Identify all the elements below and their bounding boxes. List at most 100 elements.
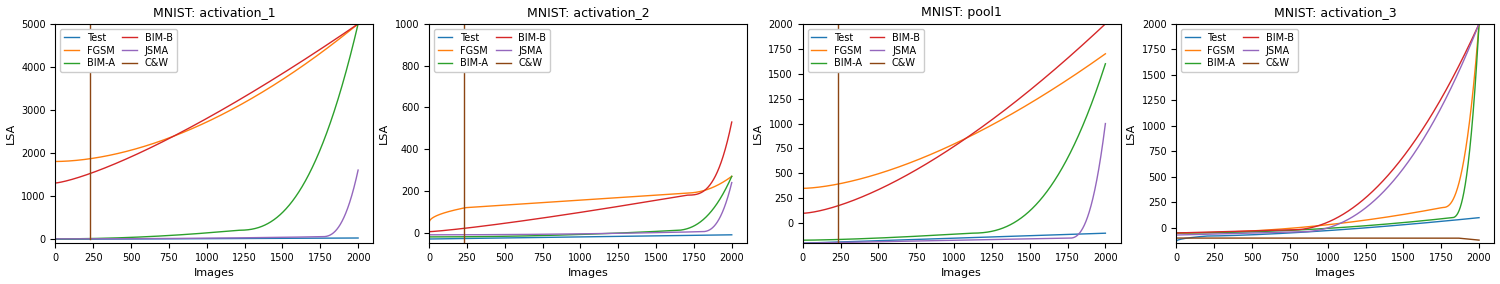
BIM-B <box>1314 222 1332 225</box>
BIM-A <box>940 233 958 236</box>
C&W <box>1184 236 1202 240</box>
Test <box>194 237 211 240</box>
X-axis label: Images: Images <box>942 268 982 278</box>
FGSM <box>1314 224 1332 227</box>
Test <box>435 237 453 241</box>
Line: BIM-B: BIM-B <box>429 122 732 232</box>
Line: JSMA: JSMA <box>1176 24 1479 235</box>
FGSM <box>658 193 676 196</box>
FGSM <box>340 29 358 33</box>
BIM-A <box>46 237 64 241</box>
JSMA <box>186 237 204 240</box>
Test <box>567 235 585 239</box>
BIM-B <box>1184 231 1202 234</box>
Test <box>940 237 958 240</box>
Test <box>46 238 64 241</box>
FGSM <box>62 159 80 162</box>
Line: Test: Test <box>1176 218 1479 241</box>
Test <box>1088 232 1106 235</box>
JSMA <box>1032 237 1050 241</box>
Test <box>350 236 368 240</box>
FGSM <box>714 181 732 184</box>
Legend: Test, FGSM, BIM-A, BIM-B, JSMA, C&W: Test, FGSM, BIM-A, BIM-B, JSMA, C&W <box>807 29 924 72</box>
X-axis label: Images: Images <box>567 268 609 278</box>
BIM-A <box>1470 22 1488 26</box>
JSMA <box>1306 229 1324 232</box>
JSMA <box>1461 44 1479 47</box>
BIM-A <box>1184 231 1202 235</box>
Test <box>560 235 578 239</box>
BIM-A <box>560 233 578 237</box>
X-axis label: Images: Images <box>194 268 234 278</box>
FGSM <box>1306 224 1324 228</box>
BIM-B <box>285 65 303 68</box>
Title: MNIST: activation_2: MNIST: activation_2 <box>526 6 650 18</box>
BIM-B <box>350 22 368 26</box>
JSMA <box>1096 122 1114 125</box>
FGSM <box>723 175 741 178</box>
Test <box>1032 234 1050 237</box>
Line: C&W: C&W <box>1176 238 1479 240</box>
Line: JSMA: JSMA <box>56 170 358 239</box>
BIM-A <box>350 22 368 26</box>
BIM-B <box>560 212 578 216</box>
Test <box>340 236 358 240</box>
Y-axis label: LSA: LSA <box>380 123 390 144</box>
FGSM <box>1184 231 1202 235</box>
Test <box>186 237 204 241</box>
JSMA <box>723 181 741 184</box>
Test <box>723 233 741 237</box>
FGSM <box>1088 58 1106 62</box>
JSMA <box>714 209 732 212</box>
Title: MNIST: activation_1: MNIST: activation_1 <box>153 6 276 18</box>
FGSM <box>1167 231 1185 235</box>
JSMA <box>810 241 828 245</box>
Line: BIM-A: BIM-A <box>56 24 358 239</box>
BIM-B <box>810 209 828 213</box>
Test <box>810 241 828 244</box>
FGSM <box>940 144 958 148</box>
BIM-A <box>186 232 204 235</box>
BIM-B <box>1088 30 1106 34</box>
Test <box>714 233 732 237</box>
JSMA <box>933 239 951 242</box>
BIM-A <box>1088 88 1106 91</box>
X-axis label: Images: Images <box>1316 268 1356 278</box>
BIM-B <box>658 197 676 200</box>
JSMA <box>1088 180 1106 183</box>
Line: FGSM: FGSM <box>56 24 358 162</box>
C&W <box>1461 237 1479 241</box>
FGSM <box>285 70 303 74</box>
Line: Test: Test <box>802 233 1106 243</box>
JSMA <box>1184 233 1202 236</box>
JSMA <box>194 237 211 240</box>
BIM-B <box>1167 231 1185 235</box>
Test <box>714 233 732 237</box>
Test <box>1461 217 1479 220</box>
JSMA <box>567 232 585 236</box>
Test <box>1470 216 1488 219</box>
JSMA <box>340 202 358 205</box>
JSMA <box>1470 22 1488 26</box>
BIM-A <box>1314 227 1332 230</box>
Test <box>1096 231 1114 235</box>
BIM-A <box>1088 89 1106 92</box>
Test <box>1461 217 1479 220</box>
JSMA <box>1167 233 1185 237</box>
FGSM <box>1461 115 1479 118</box>
BIM-A <box>658 229 676 233</box>
BIM-A <box>933 233 951 237</box>
JSMA <box>1314 227 1332 231</box>
JSMA <box>435 233 453 237</box>
JSMA <box>658 231 676 234</box>
BIM-B <box>194 119 211 122</box>
Title: MNIST: activation_3: MNIST: activation_3 <box>1274 6 1396 18</box>
FGSM <box>194 122 211 126</box>
FGSM <box>933 148 951 151</box>
BIM-A <box>435 235 453 239</box>
Test <box>285 237 303 240</box>
FGSM <box>340 30 358 33</box>
Line: BIM-A: BIM-A <box>429 176 732 237</box>
BIM-A <box>723 175 741 178</box>
BIM-A <box>194 231 211 235</box>
